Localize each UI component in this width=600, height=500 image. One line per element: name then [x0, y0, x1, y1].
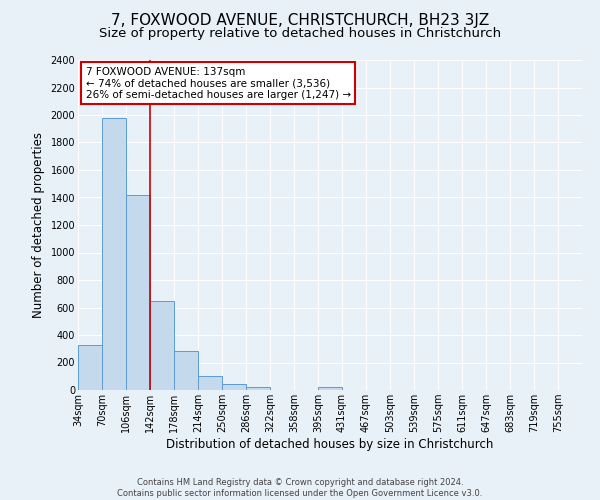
Bar: [102, 118, 126, 390]
X-axis label: Distribution of detached houses by size in Christchurch: Distribution of detached houses by size …: [166, 438, 494, 451]
Bar: [198, 376, 222, 390]
Bar: [222, 384, 246, 390]
Bar: [246, 386, 270, 390]
Bar: [174, 351, 198, 390]
Y-axis label: Number of detached properties: Number of detached properties: [32, 132, 45, 318]
Text: Size of property relative to detached houses in Christchurch: Size of property relative to detached ho…: [99, 28, 501, 40]
Text: Contains HM Land Registry data © Crown copyright and database right 2024.
Contai: Contains HM Land Registry data © Crown c…: [118, 478, 482, 498]
Bar: [318, 387, 342, 390]
Bar: [150, 300, 174, 390]
Bar: [78, 344, 102, 390]
Text: 7, FOXWOOD AVENUE, CHRISTCHURCH, BH23 3JZ: 7, FOXWOOD AVENUE, CHRISTCHURCH, BH23 3J…: [111, 12, 489, 28]
Text: 7 FOXWOOD AVENUE: 137sqm
← 74% of detached houses are smaller (3,536)
26% of sem: 7 FOXWOOD AVENUE: 137sqm ← 74% of detach…: [86, 66, 350, 100]
Bar: [126, 196, 150, 390]
